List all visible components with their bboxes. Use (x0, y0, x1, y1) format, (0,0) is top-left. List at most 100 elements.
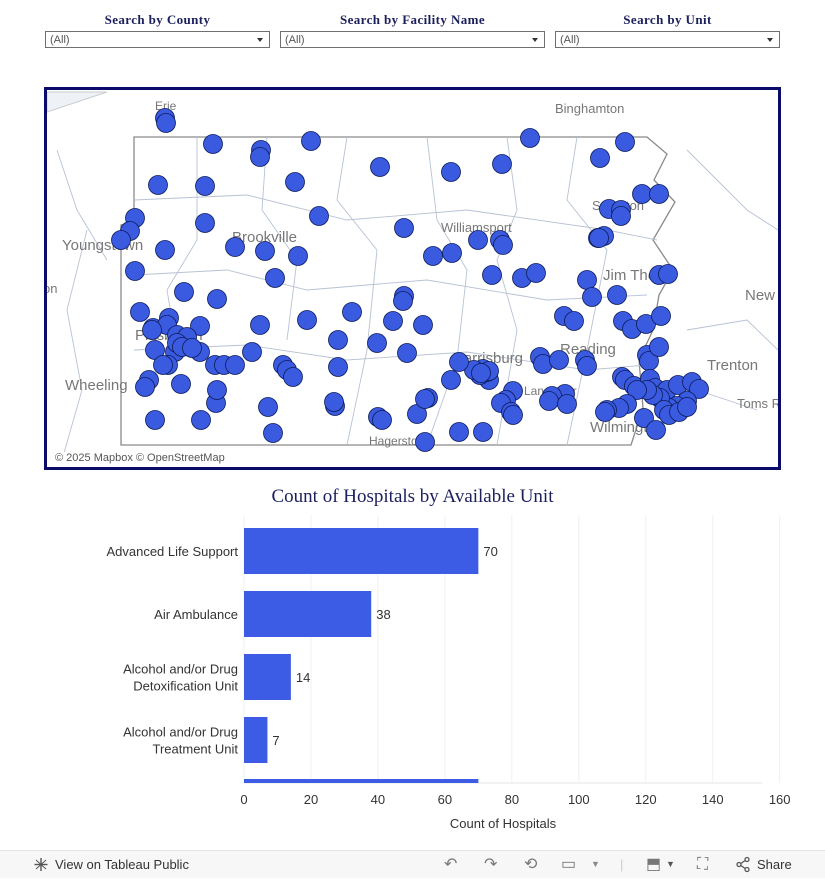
hospital-marker[interactable] (242, 342, 262, 362)
hospital-marker[interactable] (328, 330, 348, 350)
hospital-marker[interactable] (171, 374, 191, 394)
hospital-markers[interactable] (111, 108, 709, 452)
hospital-marker[interactable] (492, 154, 512, 174)
hospital-marker[interactable] (473, 422, 493, 442)
hospital-marker[interactable] (283, 367, 303, 387)
hospital-marker[interactable] (590, 148, 610, 168)
hospital-marker[interactable] (689, 379, 709, 399)
hospital-marker[interactable] (393, 291, 413, 311)
hospital-marker[interactable] (265, 268, 285, 288)
hospital-marker[interactable] (423, 246, 443, 266)
hospital-marker[interactable] (145, 410, 165, 430)
hospital-marker[interactable] (342, 302, 362, 322)
hospital-marker[interactable] (195, 213, 215, 233)
hospital-marker[interactable] (182, 338, 202, 358)
hospital-marker[interactable] (383, 311, 403, 331)
share-button[interactable]: Share (757, 857, 792, 872)
refresh-icon[interactable]: ▭ (561, 856, 577, 873)
hospital-marker[interactable] (577, 356, 597, 376)
hospital-marker[interactable] (203, 134, 223, 154)
hospital-marker[interactable] (328, 357, 348, 377)
hospital-marker[interactable] (468, 230, 488, 250)
hospital-marker[interactable] (632, 184, 652, 204)
unit-dropdown[interactable]: (All) (555, 31, 780, 48)
bar-partial[interactable] (244, 779, 479, 783)
hospital-marker[interactable] (190, 316, 210, 336)
hospital-marker[interactable] (557, 394, 577, 414)
hospital-marker[interactable] (415, 389, 435, 409)
redo-icon[interactable]: ↷ (484, 856, 498, 873)
bar[interactable] (244, 528, 479, 574)
share-icon[interactable] (735, 851, 751, 878)
hospital-marker[interactable] (148, 175, 168, 195)
refresh-dropdown-icon[interactable]: ▼ (591, 859, 600, 869)
hospital-marker[interactable] (156, 113, 176, 133)
hospital-marker[interactable] (539, 391, 559, 411)
view-on-tableau-link[interactable]: View on Tableau Public (55, 857, 189, 872)
hospital-marker[interactable] (595, 402, 615, 422)
hospital-marker[interactable] (367, 333, 387, 353)
hospital-marker[interactable] (111, 230, 131, 250)
hospital-marker[interactable] (397, 343, 417, 363)
hospital-marker[interactable] (549, 350, 569, 370)
hospital-marker[interactable] (441, 370, 461, 390)
hospital-marker[interactable] (589, 228, 609, 248)
hospital-marker[interactable] (526, 263, 546, 283)
hospital-marker[interactable] (207, 289, 227, 309)
hospital-marker[interactable] (651, 306, 671, 326)
hospital-marker[interactable] (324, 392, 344, 412)
hospital-marker[interactable] (297, 310, 317, 330)
hospital-marker[interactable] (520, 128, 540, 148)
hospital-marker[interactable] (649, 337, 669, 357)
hospital-marker[interactable] (415, 432, 435, 452)
hospital-marker[interactable] (413, 315, 433, 335)
hospital-map[interactable]: Erie Binghamton Youngstown Brookville Willia… (44, 87, 781, 470)
hospital-marker[interactable] (441, 162, 461, 182)
hospital-marker[interactable] (503, 405, 523, 425)
hospital-marker[interactable] (195, 176, 215, 196)
hospital-marker[interactable] (564, 311, 584, 331)
hospital-marker[interactable] (135, 377, 155, 397)
hospital-marker[interactable] (250, 315, 270, 335)
hospital-marker[interactable] (607, 285, 627, 305)
hospital-marker[interactable] (207, 380, 227, 400)
hospital-marker[interactable] (225, 355, 245, 375)
hospital-marker[interactable] (125, 261, 145, 281)
hospital-marker[interactable] (646, 420, 666, 440)
hospital-marker[interactable] (370, 157, 390, 177)
hospital-marker[interactable] (155, 240, 175, 260)
hospital-marker[interactable] (174, 282, 194, 302)
hospital-marker[interactable] (442, 243, 462, 263)
hospital-marker[interactable] (634, 408, 654, 428)
revert-icon[interactable]: ⟲ (524, 856, 538, 873)
hospital-marker[interactable] (493, 235, 513, 255)
hospital-marker[interactable] (130, 302, 150, 322)
hospital-marker[interactable] (255, 241, 275, 261)
hospital-marker[interactable] (449, 422, 469, 442)
download-dropdown-icon[interactable]: ▼ (666, 859, 675, 869)
hospital-marker[interactable] (649, 184, 669, 204)
bar[interactable] (244, 591, 372, 637)
undo-icon[interactable]: ↶ (444, 856, 458, 873)
hospital-marker[interactable] (449, 352, 469, 372)
hospital-marker[interactable] (191, 410, 211, 430)
hospital-marker[interactable] (677, 397, 697, 417)
hospital-marker[interactable] (658, 264, 678, 284)
hospital-marker[interactable] (263, 423, 283, 443)
facility-dropdown[interactable]: (All) (280, 31, 545, 48)
hospital-marker[interactable] (225, 237, 245, 257)
hospital-marker[interactable] (250, 147, 270, 167)
hospital-marker[interactable] (611, 206, 631, 226)
bar[interactable] (244, 654, 291, 700)
fullscreen-icon[interactable]: ⛶ (697, 856, 709, 873)
hospital-marker[interactable] (394, 218, 414, 238)
hospital-marker[interactable] (471, 363, 491, 383)
bar[interactable] (244, 717, 268, 763)
download-icon[interactable]: ⬒ (646, 856, 662, 873)
hospital-marker[interactable] (285, 172, 305, 192)
hospital-marker[interactable] (582, 287, 602, 307)
hospital-marker[interactable] (142, 320, 162, 340)
hospital-marker[interactable] (301, 131, 321, 151)
